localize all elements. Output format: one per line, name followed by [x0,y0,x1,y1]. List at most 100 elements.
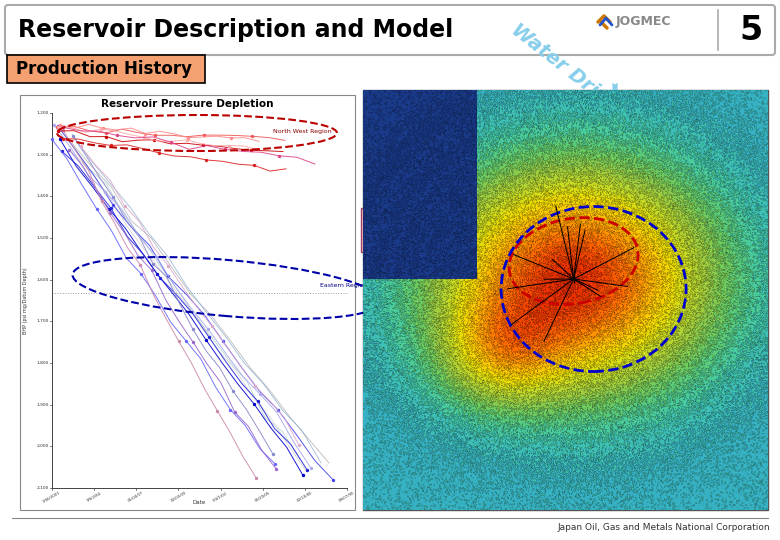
Point [105,204,117,213]
Point [202,325,215,334]
Point [245,146,257,154]
Point [152,148,165,157]
Point [105,209,117,218]
Point [48,120,60,129]
Point [200,156,213,164]
Text: 1,600: 1,600 [37,278,49,282]
Point [55,147,68,156]
Point [107,201,119,210]
Text: BHP (psi mg/Datum Depth): BHP (psi mg/Datum Depth) [23,267,29,334]
Text: North West Region: North West Region [273,129,332,133]
Point [254,389,266,398]
Point [135,269,147,278]
Point [62,145,75,154]
Text: 2,100: 2,100 [37,486,49,490]
Point [148,136,161,144]
Point [97,124,109,132]
Text: 09/07/90: 09/07/90 [339,491,356,503]
Point [229,408,241,416]
Text: 5/4/1/02: 5/4/1/02 [213,491,229,503]
Point [197,131,210,139]
Point [252,397,264,406]
Point [107,193,119,201]
Point [147,260,159,268]
Point [95,197,108,206]
FancyBboxPatch shape [361,208,513,252]
Text: 1,200: 1,200 [37,111,49,115]
Text: Maintained Pressure
High Water Cut: Maintained Pressure High Water Cut [370,218,499,241]
Point [172,337,185,346]
Point [270,464,282,473]
Point [225,133,237,142]
Point [100,129,112,137]
Text: Water Drive: Water Drive [508,21,622,116]
Point [327,476,339,484]
Text: 02/03/09: 02/03/09 [170,491,187,503]
Point [296,471,309,480]
Text: 1,500: 1,500 [37,236,49,240]
Point [46,135,58,144]
Text: Reservoir Description and Model: Reservoir Description and Model [18,18,453,42]
Point [146,266,158,275]
Point [99,187,112,196]
Point [51,122,64,131]
Point [51,122,63,131]
Point [90,204,103,213]
Point [223,141,236,150]
Point [111,131,123,140]
Text: 5: 5 [739,14,763,46]
FancyBboxPatch shape [7,55,205,83]
Point [51,127,64,136]
Point [206,322,218,330]
Text: 05/20/05: 05/20/05 [254,491,271,503]
Text: JOGMEC: JOGMEC [616,16,672,29]
Text: Japan Oil, Gas and Metals National Corporation: Japan Oil, Gas and Metals National Corpo… [558,523,770,532]
Point [100,132,112,141]
Point [151,270,164,279]
FancyBboxPatch shape [573,403,725,447]
Point [292,441,305,450]
Point [203,333,215,341]
Point [119,201,131,210]
Point [305,464,317,472]
Point [246,132,259,141]
Text: Eastern Region: Eastern Region [320,282,367,287]
Point [227,387,239,395]
Point [187,338,200,347]
Point [273,151,285,160]
Point [75,142,87,151]
Text: Production History: Production History [16,60,192,78]
Point [179,336,192,345]
Point [105,141,117,150]
Point [137,133,150,141]
Point [248,161,261,170]
Point [151,253,163,261]
Text: 1,900: 1,900 [37,403,49,407]
Point [211,407,224,415]
Text: 01/04/07: 01/04/07 [128,491,145,503]
Text: Date: Date [193,500,206,505]
Point [94,125,107,133]
Point [154,273,166,282]
Point [54,121,66,130]
Point [134,260,147,269]
Bar [20,95,355,510]
Text: Reservoir Pressure Depletion: Reservoir Pressure Depletion [101,99,274,109]
Text: 1,400: 1,400 [37,194,49,198]
Point [249,382,261,390]
Point [180,136,193,144]
Point [139,129,151,138]
Text: 1,800: 1,800 [37,361,49,365]
Point [57,123,69,132]
Point [57,134,69,143]
Point [269,460,282,468]
Point [250,473,262,482]
Point [162,261,175,270]
Point [186,325,199,334]
Point [54,135,66,144]
Point [197,141,209,150]
Point [200,335,212,344]
Point [224,406,236,414]
Text: 1,700: 1,700 [37,319,49,323]
Point [148,131,161,139]
